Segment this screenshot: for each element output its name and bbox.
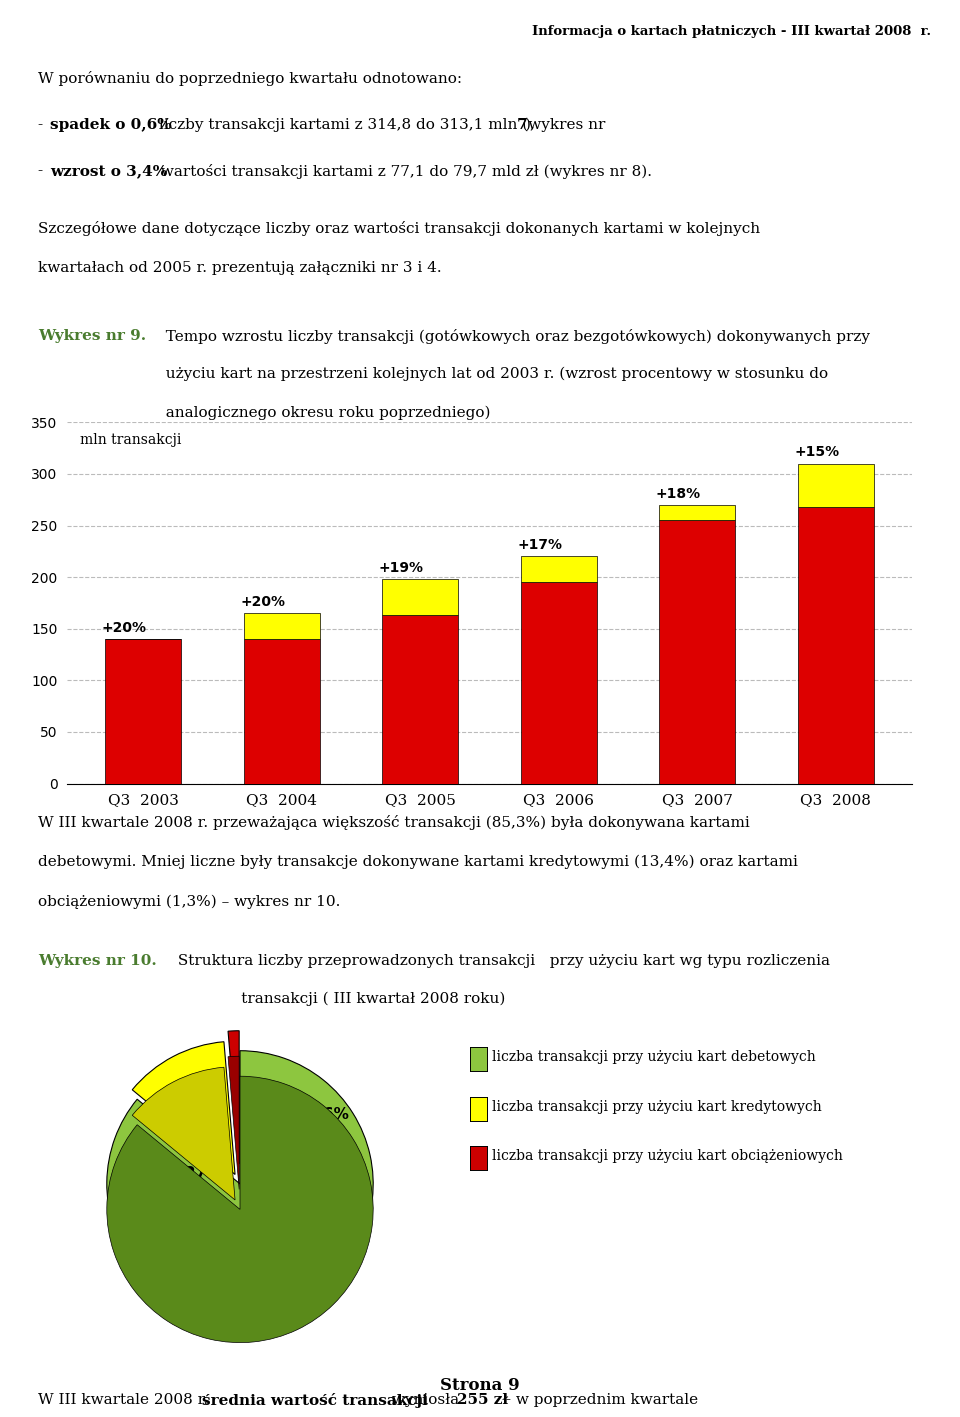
Text: +15%: +15% <box>794 445 839 459</box>
Bar <box>382 615 459 784</box>
Text: liczba transakcji przy użyciu kart kredytowych: liczba transakcji przy użyciu kart kredy… <box>492 1100 821 1114</box>
Text: +18%: +18% <box>656 486 701 500</box>
Text: W porównaniu do poprzedniego kwartału odnotowano:: W porównaniu do poprzedniego kwartału od… <box>38 71 463 86</box>
Bar <box>660 504 735 520</box>
Text: 12,6%: 12,6% <box>296 1107 349 1122</box>
Text: 85,27%: 85,27% <box>157 1166 221 1180</box>
Bar <box>106 639 181 784</box>
Bar <box>244 639 320 784</box>
Text: Szczegółowe dane dotyczące liczby oraz wartości transakcji dokonanych kartami w : Szczegółowe dane dotyczące liczby oraz w… <box>38 221 760 237</box>
Text: +17%: +17% <box>517 538 563 553</box>
Text: 1,32%: 1,32% <box>270 1270 323 1285</box>
Bar <box>660 520 735 784</box>
Text: transakcji ( III kwartał 2008 roku): transakcji ( III kwartał 2008 roku) <box>173 992 505 1006</box>
Text: mln transakcji: mln transakcji <box>80 434 181 448</box>
Text: - w poprzednim kwartale: - w poprzednim kwartale <box>501 1393 698 1407</box>
Text: -: - <box>38 118 48 132</box>
Wedge shape <box>107 1077 373 1342</box>
Text: spadek o 0,6%: spadek o 0,6% <box>50 118 172 132</box>
Text: obciążeniowymi (1,3%) – wykres nr 10.: obciążeniowymi (1,3%) – wykres nr 10. <box>38 894 341 908</box>
Text: +20%: +20% <box>102 621 147 635</box>
Text: W III kwartale 2008 r. przeważająca większość transakcji (85,3%) była dokonywana: W III kwartale 2008 r. przeważająca więk… <box>38 815 750 830</box>
Text: ),: ), <box>525 118 536 132</box>
Text: średnia wartość transakcji: średnia wartość transakcji <box>202 1393 427 1408</box>
Text: W III kwartale 2008 r.: W III kwartale 2008 r. <box>38 1393 213 1407</box>
Text: liczba transakcji przy użyciu kart obciążeniowych: liczba transakcji przy użyciu kart obcią… <box>492 1149 842 1163</box>
Text: Strona 9: Strona 9 <box>441 1377 519 1394</box>
Text: Wykres nr 10.: Wykres nr 10. <box>38 954 157 968</box>
Text: Informacja o kartach płatniczych - III kwartał 2008  r.: Informacja o kartach płatniczych - III k… <box>532 24 931 38</box>
Text: 255 zł: 255 zł <box>457 1393 508 1407</box>
Text: +20%: +20% <box>240 595 285 609</box>
Text: liczba transakcji przy użyciu kart debetowych: liczba transakcji przy użyciu kart debet… <box>492 1050 815 1064</box>
Text: kwartałach od 2005 r. prezentują załączniki nr 3 i 4.: kwartałach od 2005 r. prezentują załączn… <box>38 261 442 275</box>
Bar <box>520 582 597 784</box>
Wedge shape <box>228 1056 239 1189</box>
Text: analogicznego okresu roku poprzedniego): analogicznego okresu roku poprzedniego) <box>156 405 490 419</box>
Bar <box>382 580 459 615</box>
Text: użyciu kart na przestrzeni kolejnych lat od 2003 r. (wzrost procentowy w stosunk: użyciu kart na przestrzeni kolejnych lat… <box>156 367 828 381</box>
Text: wyniosła: wyniosła <box>387 1393 464 1407</box>
Text: +19%: +19% <box>379 561 423 575</box>
Text: Wykres nr 9.: Wykres nr 9. <box>38 329 147 343</box>
Text: -: - <box>38 164 48 179</box>
Bar <box>798 507 874 784</box>
Text: debetowymi. Mniej liczne były transakcje dokonywane kartami kredytowymi (13,4%) : debetowymi. Mniej liczne były transakcje… <box>38 854 799 869</box>
Bar <box>244 614 320 639</box>
Wedge shape <box>228 1030 239 1163</box>
Text: Struktura liczby przeprowadzonych transakcji   przy użyciu kart wg typu rozlicze: Struktura liczby przeprowadzonych transa… <box>173 954 829 968</box>
Text: 7: 7 <box>516 118 527 132</box>
Text: Tempo wzrostu liczby transakcji (gotówkowych oraz bezgotówkowych) dokonywanych p: Tempo wzrostu liczby transakcji (gotówko… <box>156 329 870 344</box>
Bar <box>798 463 874 507</box>
Wedge shape <box>132 1067 235 1200</box>
Bar <box>520 557 597 582</box>
Text: liczby transakcji kartami z 314,8 do 313,1 mln (wykres nr: liczby transakcji kartami z 314,8 do 313… <box>154 118 610 132</box>
Wedge shape <box>107 1051 373 1316</box>
Text: wartości transakcji kartami z 77,1 do 79,7 mld zł (wykres nr 8).: wartości transakcji kartami z 77,1 do 79… <box>156 164 652 180</box>
Wedge shape <box>132 1041 235 1175</box>
Text: wzrost o 3,4%: wzrost o 3,4% <box>50 164 167 179</box>
